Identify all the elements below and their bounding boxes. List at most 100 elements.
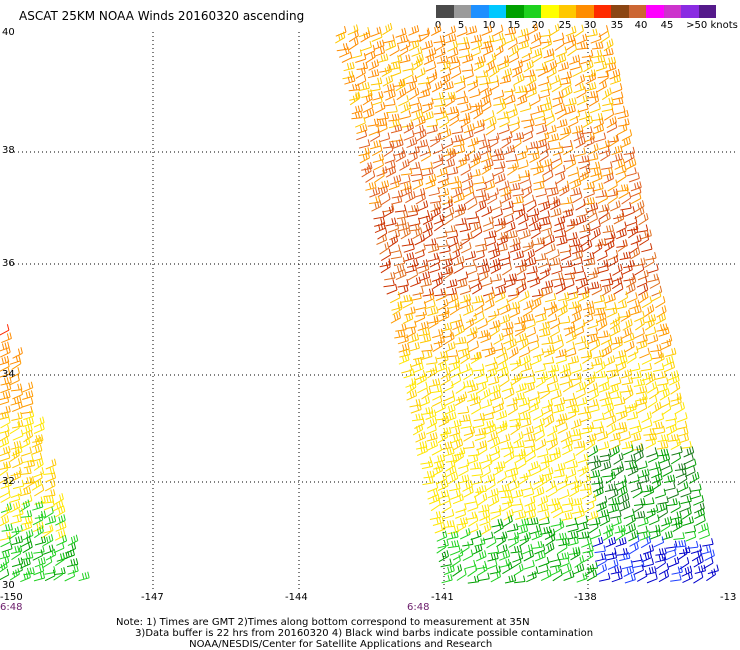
wind-barb [408,39,420,52]
wind-barb [636,460,648,471]
wind-barb [490,390,502,402]
wind-barb [23,567,35,576]
wind-barb [684,525,697,534]
wind-barb [560,196,573,205]
wind-barb [626,292,638,304]
wind-barb [601,284,612,297]
wind-barb [627,346,639,358]
wind-barb [601,103,614,112]
wind-barb [567,405,580,414]
wind-barb [629,534,640,547]
wind-barb [550,501,562,514]
wind-barb [572,191,583,204]
wind-barb [592,182,604,192]
wind-barb [454,324,465,337]
wind-barb [671,516,683,526]
wind-barb [598,375,610,387]
wind-barb [538,321,550,331]
wind-barb [528,340,540,353]
lon-label-147: -147 [141,592,164,603]
wind-barb [620,384,633,393]
wind-barb [630,432,642,443]
wind-barb [440,128,452,141]
wind-barb [402,68,414,80]
wind-barb [523,549,534,562]
wind-barb [437,124,449,135]
wind-barb [648,514,660,526]
wind-barb [513,392,525,401]
wind-barb [447,540,460,549]
wind-barb [430,498,441,512]
wind-barb [490,508,502,521]
wind-barb [502,200,514,211]
cb-label-15: 15 [507,20,521,31]
wind-barb [32,513,44,526]
wind-barb [470,530,482,541]
wind-barb [0,416,11,429]
wind-barb [562,443,573,456]
wind-barb [428,186,440,197]
wind-barb [400,102,412,114]
wind-barb [541,102,553,113]
wind-barb [458,42,471,51]
wind-barb [379,241,390,255]
wind-barb [646,504,659,513]
wind-barb [674,539,687,548]
wind-barb [540,455,552,464]
wind-barb [633,564,644,576]
wind-barb [553,339,564,352]
lat-label-30: 30 [2,580,15,591]
wind-barb [574,335,587,345]
wind-barb [458,474,470,484]
wind-barb [356,129,368,141]
wind-barb [529,151,540,164]
wind-barb [12,457,23,469]
wind-barb [531,105,543,115]
wind-barb [518,338,529,351]
colorbar-segment [453,5,471,18]
wind-barb [20,510,33,518]
wind-barb [403,121,414,134]
wind-barb [607,249,619,261]
wind-barb [480,152,492,163]
wind-barb [625,167,637,177]
wind-barb [515,332,527,344]
wind-barb [518,213,529,225]
wind-barb [520,354,531,367]
wind-barb [11,445,23,457]
wind-barb [453,192,465,204]
wind-barb [465,144,476,157]
wind-barb [417,381,428,394]
wind-barb [555,354,567,364]
wind-barb [520,362,533,373]
wind-barb [549,558,562,568]
wind-barb [507,402,518,416]
wind-barb [421,344,433,352]
wind-barb [574,74,586,87]
wind-barb [42,495,55,504]
wind-barb [625,514,636,527]
wind-barb [626,275,637,288]
wind-barb [466,326,478,337]
wind-barb [9,367,20,379]
wind-barb [538,149,549,163]
wind-barb [0,424,10,434]
wind-barb [373,39,385,50]
wind-barb [55,521,67,532]
wind-barb [43,467,55,475]
wind-barb [560,249,572,261]
wind-barb [389,244,401,254]
wind-barb [508,44,519,58]
wind-barb [450,66,462,79]
wind-barb [544,114,556,127]
wind-barb [437,431,449,444]
wind-barb [646,381,658,394]
wind-barb [496,420,508,429]
wind-barb [565,347,577,358]
wind-barb [436,110,448,121]
wind-barb [546,375,558,386]
wind-barb [558,489,570,500]
wind-barb [542,163,553,176]
wind-barb [648,386,659,400]
wind-barb [665,418,677,429]
